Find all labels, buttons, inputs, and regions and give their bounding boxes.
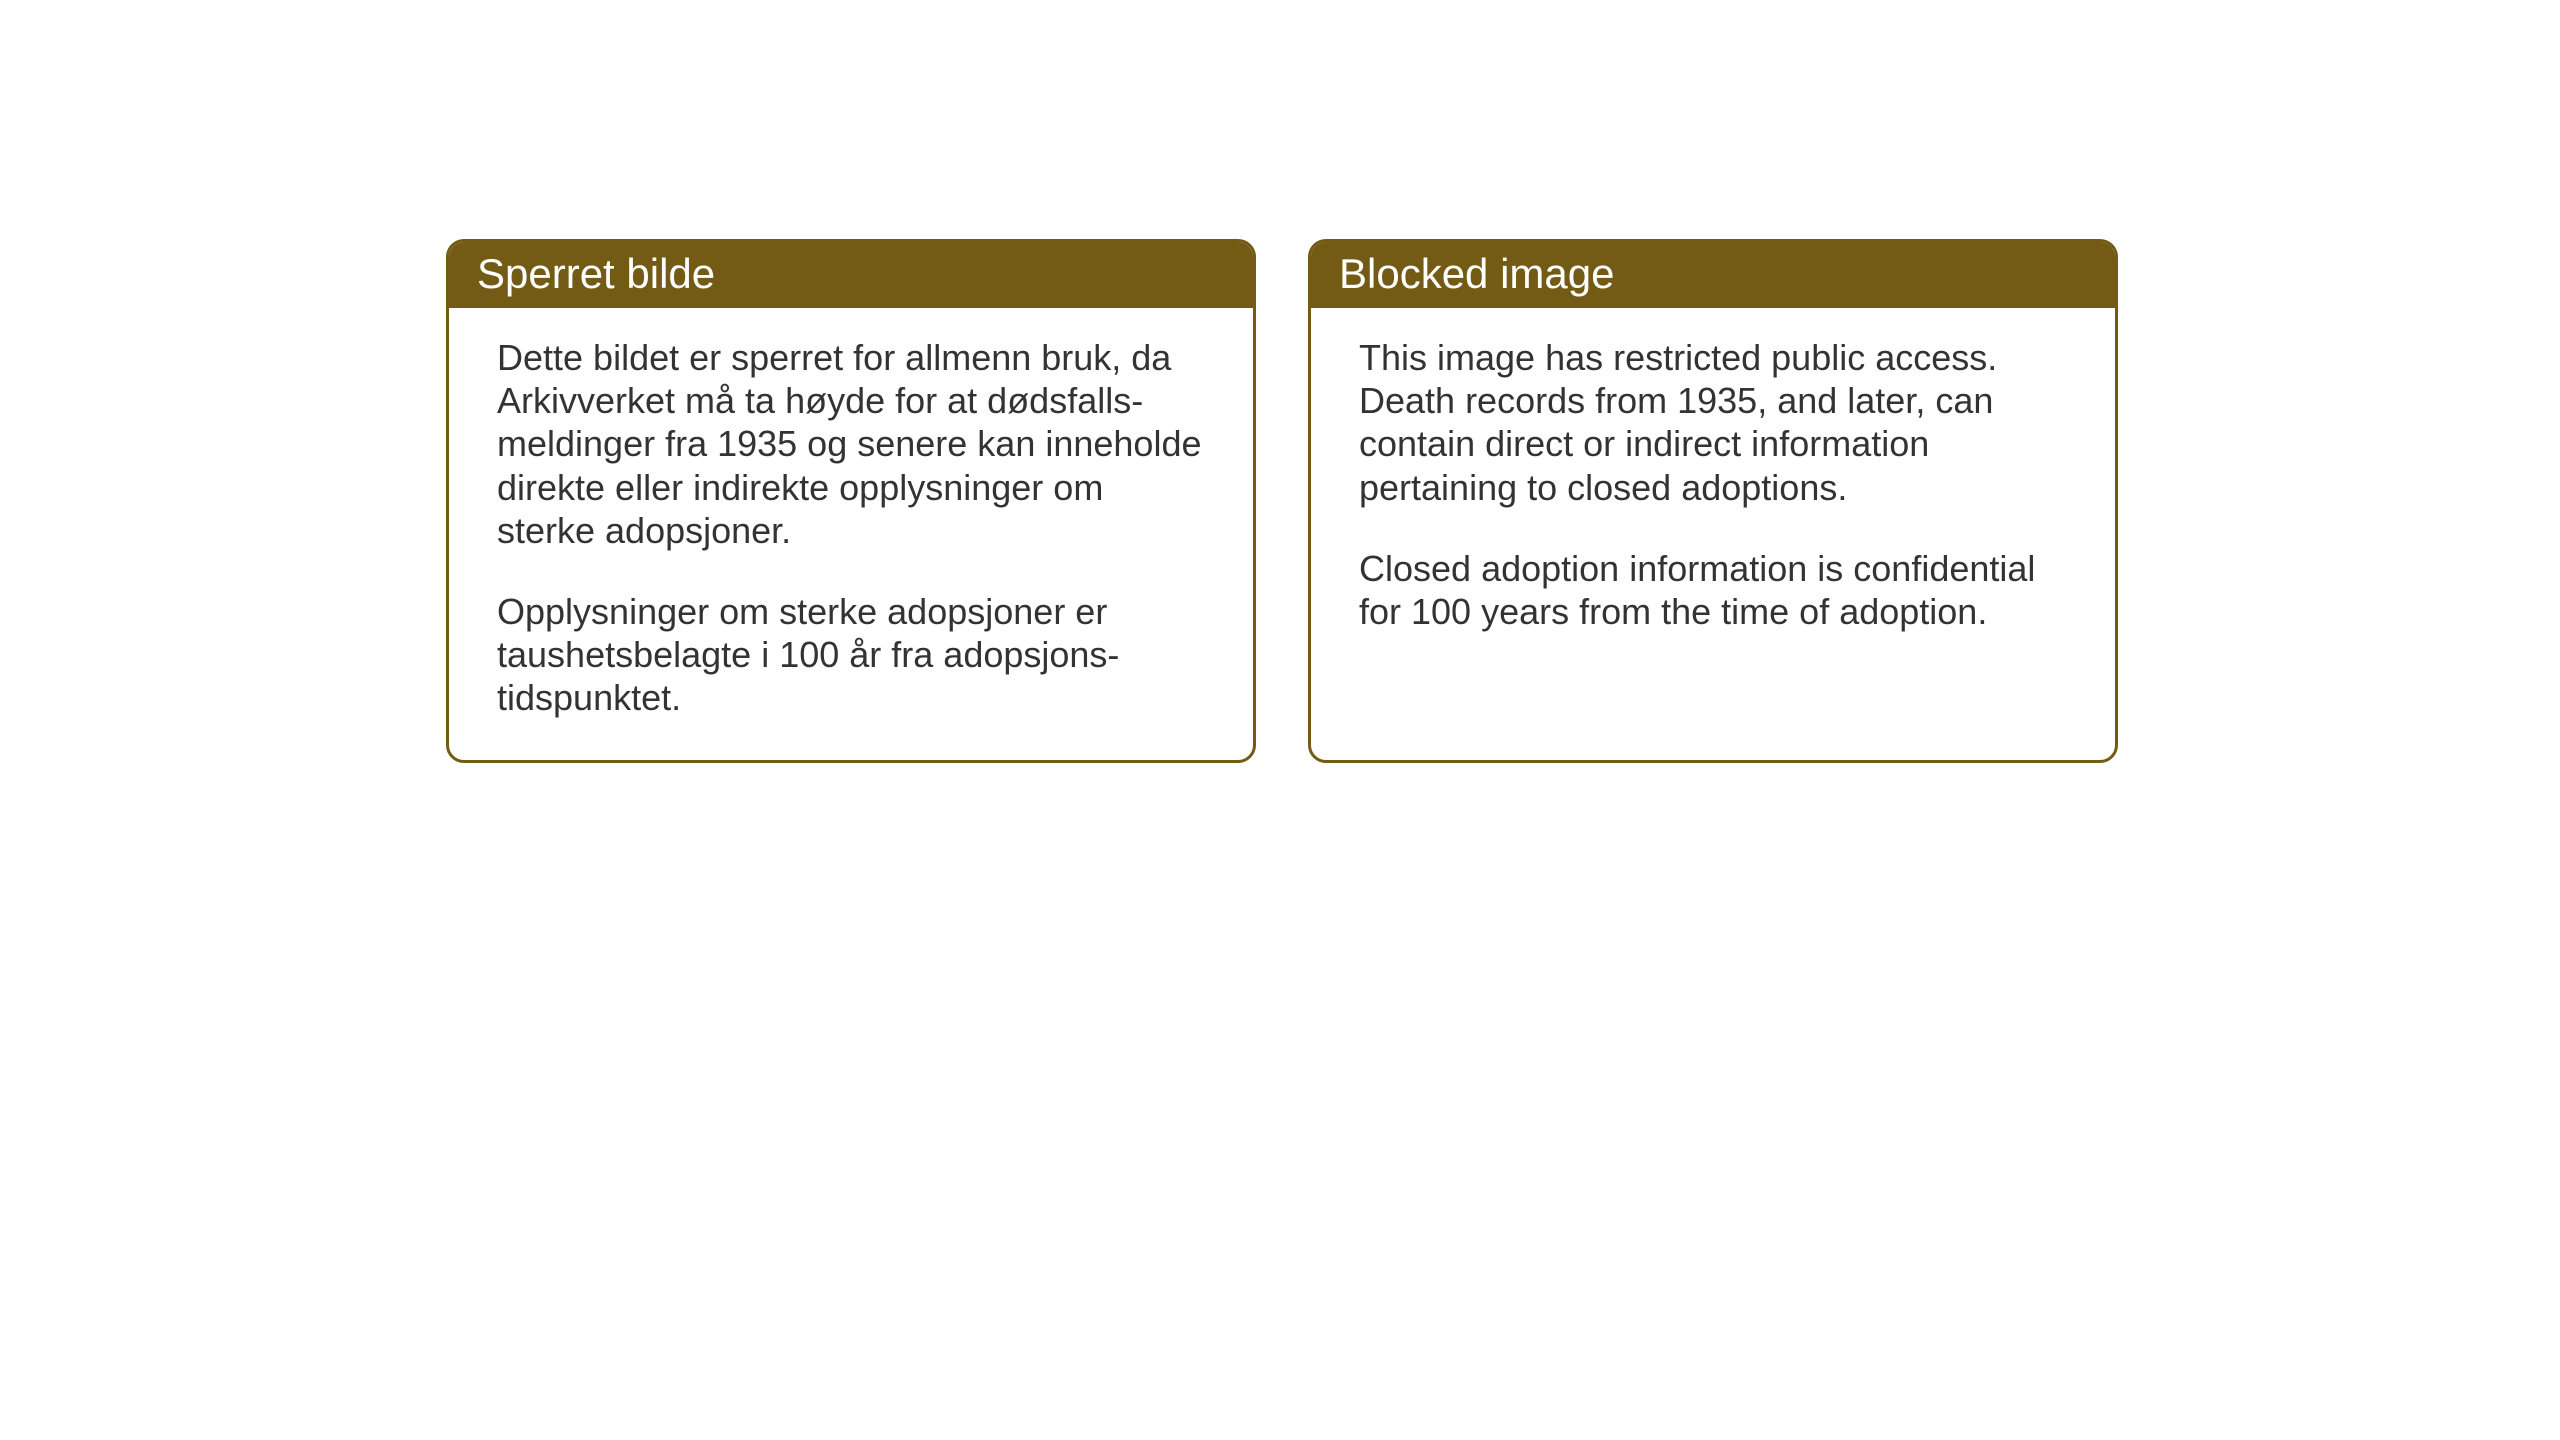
card-title-english: Blocked image [1339,250,1614,297]
card-title-norwegian: Sperret bilde [477,250,715,297]
card-paragraph-2-norwegian: Opplysninger om sterke adopsjoner er tau… [497,590,1211,720]
card-paragraph-1-norwegian: Dette bildet er sperret for allmenn bruk… [497,336,1211,552]
notice-card-norwegian: Sperret bilde Dette bildet er sperret fo… [446,239,1256,763]
card-body-norwegian: Dette bildet er sperret for allmenn bruk… [449,308,1253,760]
card-body-english: This image has restricted public access.… [1311,308,2115,728]
card-header-norwegian: Sperret bilde [449,242,1253,308]
notice-container: Sperret bilde Dette bildet er sperret fo… [446,239,2118,763]
card-header-english: Blocked image [1311,242,2115,308]
card-paragraph-1-english: This image has restricted public access.… [1359,336,2073,509]
notice-card-english: Blocked image This image has restricted … [1308,239,2118,763]
card-paragraph-2-english: Closed adoption information is confident… [1359,547,2073,633]
